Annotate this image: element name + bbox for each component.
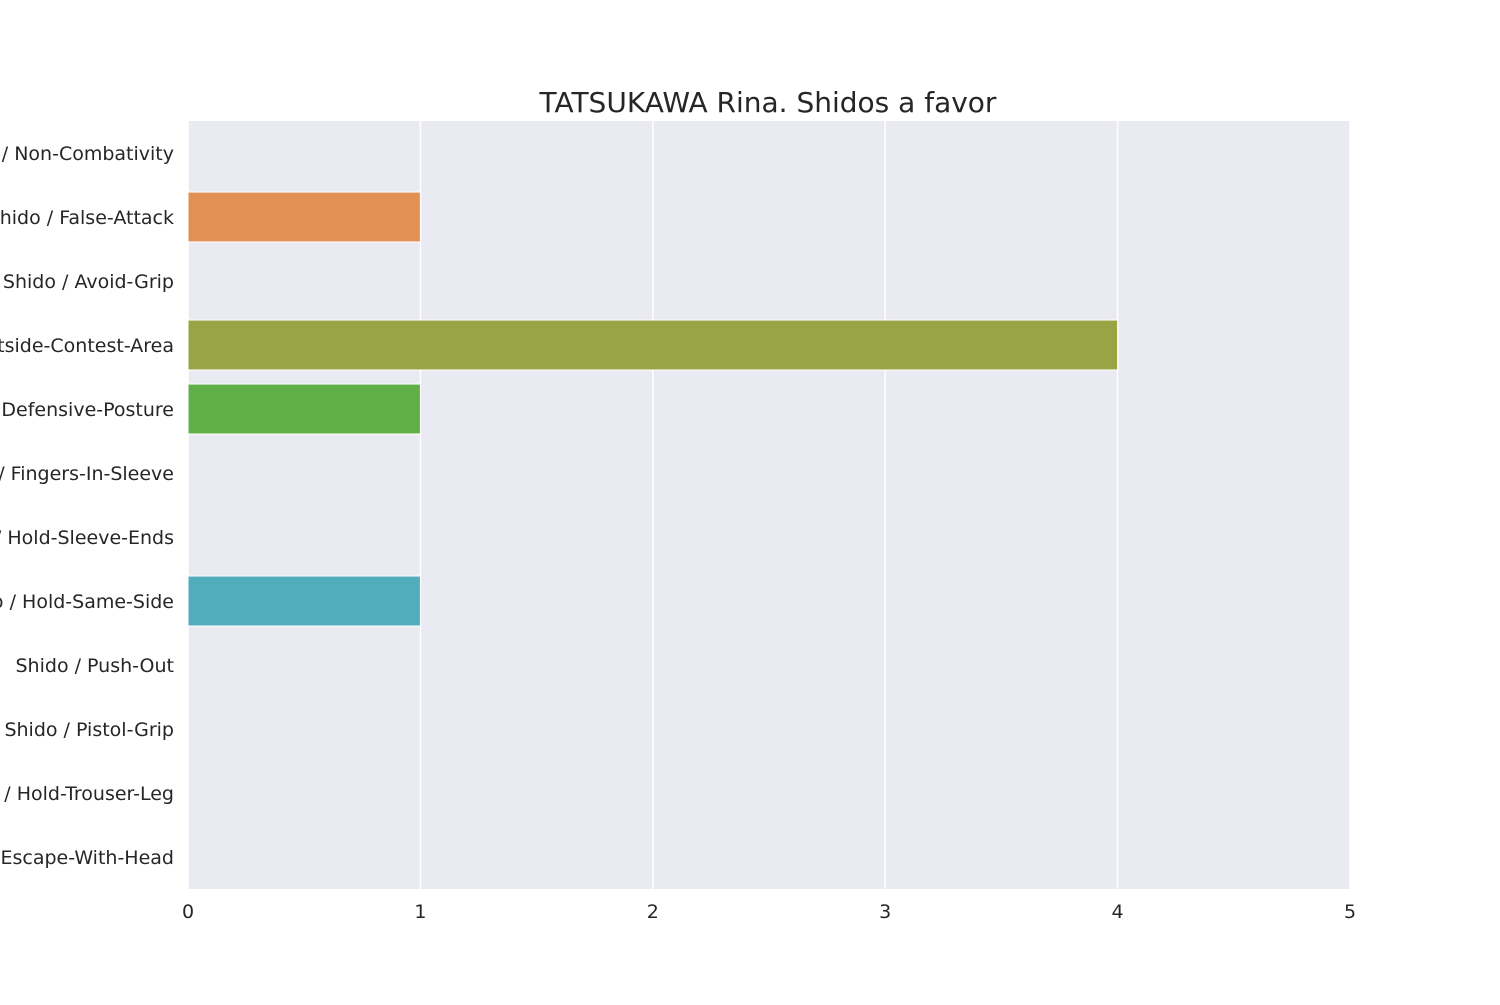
- x-tick-label: 4: [1112, 901, 1124, 923]
- x-tick-label: 5: [1344, 901, 1356, 923]
- y-tick-label: Shido / Hold-Sleeve-Ends: [0, 527, 174, 549]
- grid-lines: [187, 121, 1351, 889]
- plot-area: [188, 121, 1350, 889]
- y-tick-label: Shido / Avoid-Grip: [3, 271, 174, 293]
- y-tick-label: Shido / False-Attack: [0, 207, 174, 229]
- bar: [187, 191, 421, 243]
- y-tick-label: Shido / Non-Combativity: [0, 143, 174, 165]
- bar: [187, 575, 421, 627]
- x-axis-tick-labels: 0 1 2 3 4 5: [182, 901, 1356, 923]
- x-tick-label: 0: [182, 901, 194, 923]
- y-tick-label: Shido / Fingers-In-Sleeve: [0, 463, 174, 485]
- y-axis-tick-labels: Shido / Non-Combativity Shido / False-Att…: [0, 143, 174, 869]
- y-tick-label: Shido / Push-Out: [16, 655, 175, 677]
- bar: [187, 383, 421, 435]
- y-tick-label: Shido / Escape-With-Head: [0, 847, 174, 869]
- y-tick-label: Shido / Hold-Trouser-Leg: [0, 783, 174, 805]
- x-tick-label: 3: [879, 901, 891, 923]
- bar: [187, 319, 1119, 371]
- y-tick-label: Shido / Pistol-Grip: [4, 719, 174, 741]
- y-tick-label: Shido / Hold-Same-Side: [0, 591, 174, 613]
- x-tick-label: 1: [414, 901, 426, 923]
- y-tick-label: Shido / Defensive-Posture: [0, 399, 174, 421]
- x-tick-label: 2: [647, 901, 659, 923]
- chart-title: TATSUKAWA Rina. Shidos a favor: [539, 86, 997, 119]
- bars: [187, 191, 1119, 627]
- y-tick-label: Shido / Outside-Contest-Area: [0, 335, 174, 357]
